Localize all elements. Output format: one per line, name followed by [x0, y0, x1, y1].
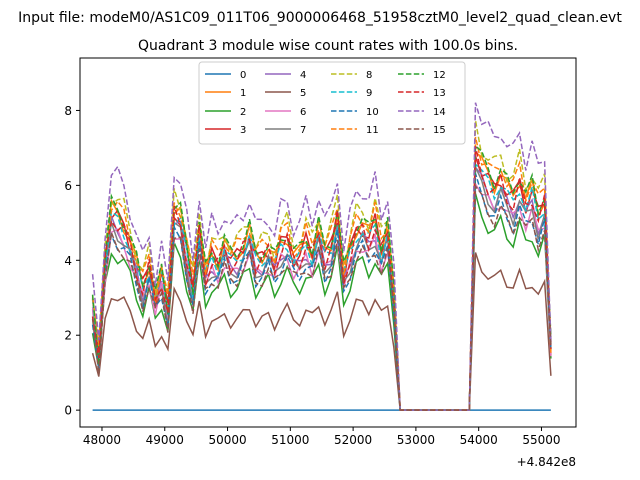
- y-tick-label: 2: [64, 329, 72, 343]
- x-tick-label: 52000: [334, 433, 372, 447]
- figure-suptitle: Input file: modeM0/AS1C09_011T06_9000006…: [18, 10, 622, 26]
- y-tick-label: 6: [64, 179, 72, 193]
- y-tick-label: 4: [64, 254, 72, 268]
- legend-label-12: 12: [433, 70, 446, 81]
- series-line-13: [91, 145, 552, 411]
- x-tick-label: 48000: [83, 433, 121, 447]
- x-axis: 48000 49000 50000 51000 52000 53000 54000 55000: [83, 427, 561, 447]
- x-tick-label: 53000: [397, 433, 435, 447]
- legend-label-9: 9: [366, 88, 372, 99]
- legend-box: [198, 61, 466, 145]
- series-line-15: [91, 184, 552, 411]
- legend-label-8: 8: [366, 70, 372, 81]
- legend-label-7: 7: [300, 125, 306, 136]
- legend-label-14: 14: [433, 107, 446, 118]
- series-line-7: [91, 166, 552, 411]
- legend-label-0: 0: [240, 70, 246, 81]
- y-axis: 0 2 4 6 8: [64, 104, 80, 418]
- legend-label-11: 11: [366, 125, 379, 136]
- legend-label-13: 13: [433, 88, 446, 99]
- legend-label-4: 4: [300, 70, 306, 81]
- legend-label-15: 15: [433, 125, 446, 136]
- legend-label-2: 2: [240, 107, 246, 118]
- y-tick-label: 0: [64, 404, 72, 418]
- x-tick-label: 50000: [208, 433, 246, 447]
- legend-label-1: 1: [240, 88, 246, 99]
- axes-frame: [79, 57, 577, 428]
- legend-label-6: 6: [300, 107, 306, 118]
- plot-lines: [91, 102, 552, 411]
- x-axis-offset-label: +4.842e8: [517, 455, 576, 469]
- legend-label-5: 5: [300, 88, 306, 99]
- x-tick-label: 51000: [271, 433, 309, 447]
- legend-label-3: 3: [240, 125, 246, 136]
- chart-title: Quadrant 3 module wise count rates with …: [138, 38, 518, 54]
- series-line-2: [91, 193, 552, 411]
- y-tick-label: 8: [64, 104, 72, 118]
- x-tick-label: 49000: [146, 433, 184, 447]
- legend-label-10: 10: [366, 107, 379, 118]
- series-line-5: [91, 252, 552, 411]
- x-tick-label: 54000: [460, 433, 498, 447]
- x-tick-label: 55000: [522, 433, 560, 447]
- series-line-14: [91, 102, 552, 411]
